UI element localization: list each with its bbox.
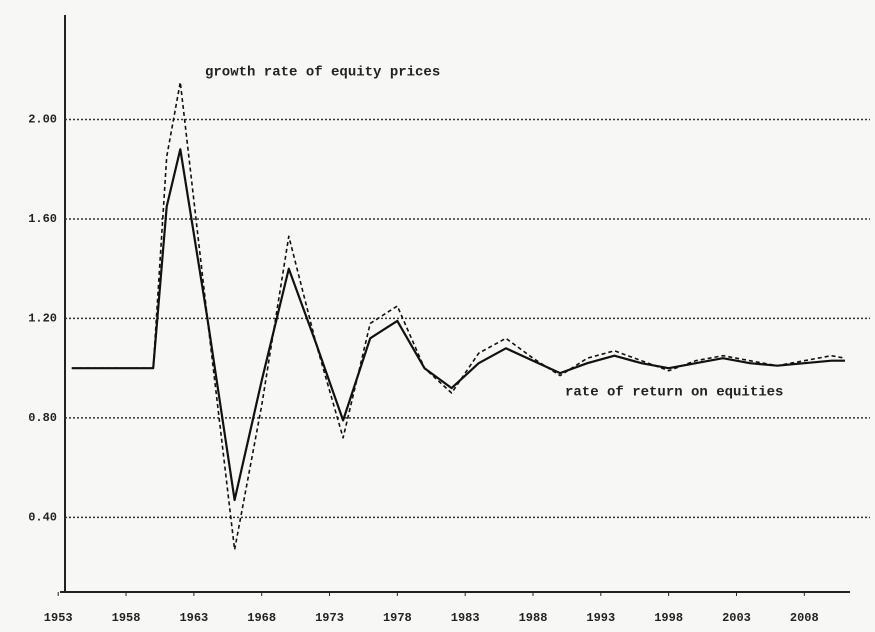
series-line xyxy=(71,148,845,502)
y-tick-label: 1.60 xyxy=(28,212,57,226)
y-tick-label: 0.40 xyxy=(28,511,57,525)
x-tick-label: 1968 xyxy=(247,611,276,625)
x-tick-label: 1973 xyxy=(315,611,344,625)
y-tick-label: 1.20 xyxy=(28,312,57,326)
x-tick-label: 1958 xyxy=(112,611,141,625)
x-tick-label: 1988 xyxy=(519,611,548,625)
x-tick-label: 1978 xyxy=(383,611,412,625)
x-tick-label: 1953 xyxy=(44,611,73,625)
y-tick-label: 0.80 xyxy=(28,411,57,425)
x-tick-label: 2003 xyxy=(722,611,751,625)
x-tick-label: 2008 xyxy=(790,611,819,625)
y-tick-label: 2.00 xyxy=(28,113,57,127)
x-tick-label: 1998 xyxy=(654,611,683,625)
x-tick-label: 1993 xyxy=(586,611,615,625)
annotation: rate of return on equities xyxy=(565,385,783,401)
annotation: growth rate of equity prices xyxy=(205,65,440,81)
x-tick-label: 1963 xyxy=(179,611,208,625)
series-line xyxy=(71,81,846,551)
x-tick-label: 1983 xyxy=(451,611,480,625)
